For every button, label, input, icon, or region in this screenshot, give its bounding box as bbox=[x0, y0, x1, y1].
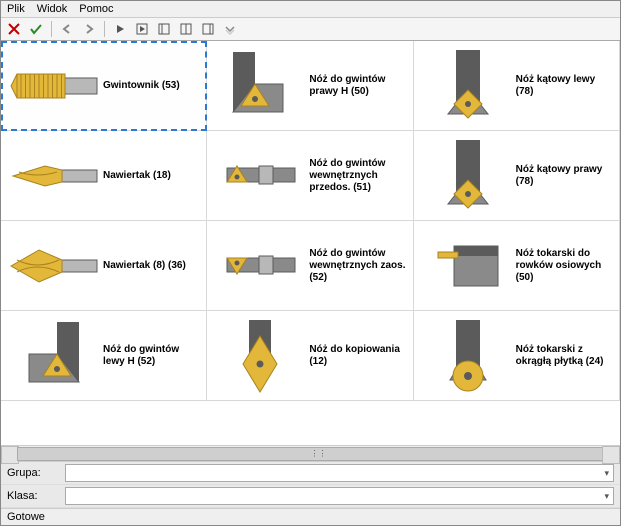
tool-thumbnail bbox=[7, 228, 99, 304]
tool-thumbnail bbox=[420, 138, 512, 214]
layout-3-icon bbox=[202, 23, 214, 35]
horizontal-scrollbar[interactable]: ⋮⋮ bbox=[1, 445, 620, 461]
arrow-left-icon bbox=[61, 23, 73, 35]
tool-item[interactable]: Nóż do gwintów lewy H (52) bbox=[1, 311, 207, 401]
view-1-button[interactable] bbox=[155, 20, 173, 38]
tool-label: Nóż do gwintów wewnętrznych przedos. (51… bbox=[309, 158, 406, 194]
view-3-button[interactable] bbox=[199, 20, 217, 38]
tool-grid: Gwintownik (53) Nóż do gwintów prawy H (… bbox=[1, 41, 620, 401]
play-button[interactable] bbox=[111, 20, 129, 38]
arrow-right-icon bbox=[83, 23, 95, 35]
filter-panel: Grupa: Klasa: bbox=[1, 461, 620, 508]
run-button[interactable] bbox=[133, 20, 151, 38]
tool-label: Nóż do gwintów prawy H (50) bbox=[309, 74, 406, 98]
filter-row-group: Grupa: bbox=[1, 462, 620, 485]
tool-thumbnail bbox=[213, 318, 305, 394]
close-icon bbox=[8, 23, 20, 35]
tool-item[interactable]: Nóż do kopiowania (12) bbox=[207, 311, 413, 401]
app-window: Plik Widok Pomoc bbox=[0, 0, 621, 526]
tool-item[interactable]: Nóż do gwintów wewnętrznych zaos. (52) bbox=[207, 221, 413, 311]
tool-label: Nóż tokarski z okrągłą płytką (24) bbox=[516, 344, 613, 368]
menu-file[interactable]: Plik bbox=[7, 3, 25, 15]
tool-thumbnail bbox=[213, 48, 305, 124]
tool-item[interactable]: Nóż tokarski z okrągłą płytką (24) bbox=[414, 311, 620, 401]
tool-label: Nawiertak (8) (36) bbox=[103, 260, 186, 272]
menu-view[interactable]: Widok bbox=[37, 3, 68, 15]
scrollbar-marker: ⋮⋮ bbox=[311, 449, 327, 458]
tool-item[interactable]: Nóż kątowy lewy (78) bbox=[414, 41, 620, 131]
group-label: Grupa: bbox=[7, 467, 57, 479]
tool-thumbnail bbox=[7, 48, 99, 124]
close-button[interactable] bbox=[5, 20, 23, 38]
tool-item[interactable]: Nóż do gwintów wewnętrznych przedos. (51… bbox=[207, 131, 413, 221]
tool-label: Nóż kątowy lewy (78) bbox=[516, 74, 613, 98]
tool-thumbnail bbox=[213, 228, 305, 304]
tool-label: Nóż do gwintów wewnętrznych zaos. (52) bbox=[309, 248, 406, 284]
layout-2-icon bbox=[180, 23, 192, 35]
toolbar-separator bbox=[51, 21, 52, 37]
status-text: Gotowe bbox=[7, 511, 45, 523]
tool-label: Nóż do kopiowania (12) bbox=[309, 344, 406, 368]
toolbar-separator-2 bbox=[104, 21, 105, 37]
view-2-button[interactable] bbox=[177, 20, 195, 38]
menu-help[interactable]: Pomoc bbox=[79, 3, 113, 15]
tool-thumbnail bbox=[213, 138, 305, 214]
filter-row-class: Klasa: bbox=[1, 485, 620, 508]
play-circle-icon bbox=[136, 23, 148, 35]
group-combo[interactable] bbox=[65, 464, 614, 482]
status-bar: Gotowe bbox=[1, 508, 620, 525]
expand-icon bbox=[224, 23, 236, 35]
tool-thumbnail bbox=[420, 228, 512, 304]
class-label: Klasa: bbox=[7, 490, 57, 502]
menu-bar: Plik Widok Pomoc bbox=[1, 1, 620, 18]
class-combo[interactable] bbox=[65, 487, 614, 505]
tool-item[interactable]: Nawiertak (18) bbox=[1, 131, 207, 221]
tool-label: Nóż kątowy prawy (78) bbox=[516, 164, 613, 188]
play-icon bbox=[114, 23, 126, 35]
tool-label: Nóż do gwintów lewy H (52) bbox=[103, 344, 200, 368]
tool-item[interactable]: Nóż do gwintów prawy H (50) bbox=[207, 41, 413, 131]
tool-thumbnail bbox=[7, 318, 99, 394]
check-icon bbox=[30, 23, 42, 35]
tool-thumbnail bbox=[7, 138, 99, 214]
forward-button[interactable] bbox=[80, 20, 98, 38]
tool-item[interactable]: Nóż tokarski do rowków osiowych (50) bbox=[414, 221, 620, 311]
toolbar bbox=[1, 18, 620, 41]
back-button[interactable] bbox=[58, 20, 76, 38]
expand-button[interactable] bbox=[221, 20, 239, 38]
tool-thumbnail bbox=[420, 48, 512, 124]
content-area: Gwintownik (53) Nóż do gwintów prawy H (… bbox=[1, 41, 620, 445]
ok-button[interactable] bbox=[27, 20, 45, 38]
tool-thumbnail bbox=[420, 318, 512, 394]
tool-item[interactable]: Nóż kątowy prawy (78) bbox=[414, 131, 620, 221]
tool-label: Nóż tokarski do rowków osiowych (50) bbox=[516, 248, 613, 284]
tool-item[interactable]: Gwintownik (53) bbox=[1, 41, 207, 131]
layout-1-icon bbox=[158, 23, 170, 35]
tool-item[interactable]: Nawiertak (8) (36) bbox=[1, 221, 207, 311]
tool-label: Nawiertak (18) bbox=[103, 170, 171, 182]
tool-label: Gwintownik (53) bbox=[103, 80, 180, 92]
